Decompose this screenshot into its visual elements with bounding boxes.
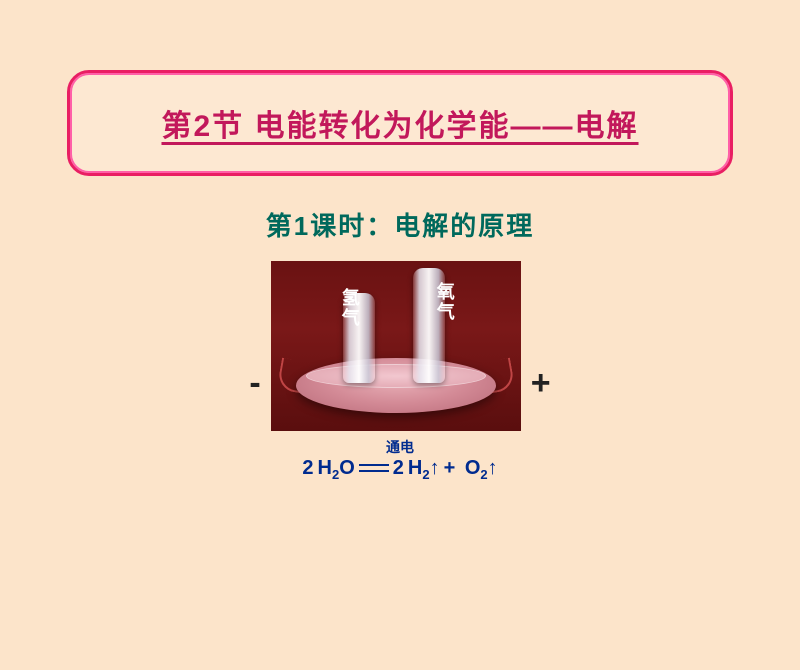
eq-O: O <box>339 457 355 479</box>
diagram-row: - 氢 气 氧 气 + <box>0 261 800 431</box>
label-oxygen-l1: 氧 <box>437 282 455 302</box>
eq-rhs1: H2↑ <box>408 457 440 482</box>
eq-O2: O <box>465 457 481 479</box>
label-hydrogen-l2: 气 <box>342 308 360 328</box>
label-hydrogen-l1: 氢 <box>342 288 360 308</box>
double-equals-icon <box>359 462 389 474</box>
eq-rhs2: O2↑ <box>459 457 497 482</box>
equation-block: 通电 2 H2O 2 H2↑ + O2↑ <box>0 437 800 482</box>
eq-plus: + <box>444 457 456 480</box>
label-oxygen: 氧 气 <box>426 283 466 323</box>
eq-H: H <box>318 457 332 479</box>
equation: 2 H2O 2 H2↑ + O2↑ <box>302 457 497 482</box>
electrolysis-apparatus: 氢 气 氧 气 <box>271 261 521 431</box>
dish-top <box>306 364 486 388</box>
subtitle: 第1课时：电解的原理 <box>0 206 800 243</box>
title-box: 第2节 电能转化为化学能——电解 <box>67 70 733 176</box>
eq-arrow2: ↑ <box>488 457 498 479</box>
eq-H2: H <box>408 457 422 479</box>
eq-sub2b: 2 <box>422 467 429 482</box>
eq-arrow1: ↑ <box>430 457 440 479</box>
eq-lhs-h: H2O <box>318 457 355 482</box>
minus-sign: - <box>249 364 260 431</box>
equation-condition: 通电 <box>386 437 414 457</box>
eq-rhs1-coeff: 2 <box>393 457 404 480</box>
eq-lhs-coeff: 2 <box>302 457 313 480</box>
label-hydrogen: 氢 气 <box>331 289 371 329</box>
dish <box>296 358 496 413</box>
eq-sub2c: 2 <box>480 467 487 482</box>
label-oxygen-l2: 气 <box>437 302 455 322</box>
page-title: 第2节 电能转化为化学能——电解 <box>161 110 638 143</box>
plus-sign: + <box>531 364 551 431</box>
